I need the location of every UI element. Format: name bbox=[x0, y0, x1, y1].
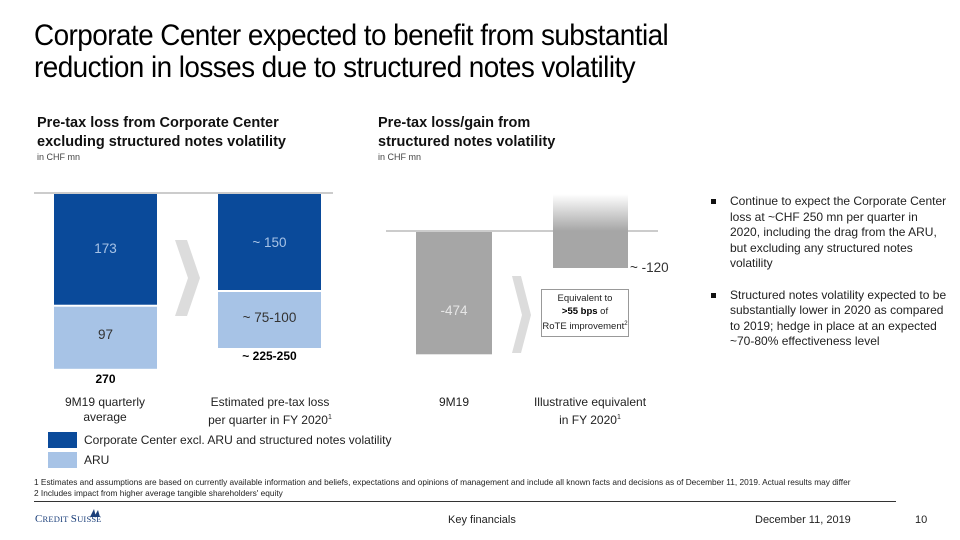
bar-label-9m19: -474 bbox=[440, 303, 468, 318]
right-chart-header: Pre-tax loss/gain from structured notes … bbox=[378, 114, 555, 162]
category-label-line: per quarter in FY 2020 bbox=[208, 413, 328, 427]
bar-label-cc-2020: ~ 150 bbox=[252, 235, 287, 250]
square-bullet-icon bbox=[711, 199, 716, 204]
left-chart-title-line-1: Pre-tax loss from Corporate Center bbox=[37, 115, 279, 131]
bar-label-cc-9m19: 173 bbox=[94, 241, 117, 256]
bullet-text: Continue to expect the Corporate Center … bbox=[730, 194, 947, 270]
bar-segment-cc bbox=[54, 194, 157, 305]
total-label-2020: ~ 225-250 bbox=[242, 349, 297, 363]
right-chart-unit: in CHF mn bbox=[378, 152, 422, 162]
category-label-fy2020: Estimated pre-tax loss per quarter in FY… bbox=[180, 395, 360, 428]
bar-illustrative bbox=[553, 194, 628, 268]
category-label-line: Estimated pre-tax loss bbox=[210, 395, 330, 409]
total-label-9m19: 270 bbox=[95, 372, 116, 386]
square-bullet-icon bbox=[711, 292, 716, 298]
bullet-item: Continue to expect the Corporate Center … bbox=[710, 194, 950, 272]
bar-label-aru-2020: ~ 75-100 bbox=[242, 310, 297, 325]
bullet-item: Structured notes volatility expected to … bbox=[710, 288, 950, 350]
annotation-line: Equivalent to bbox=[557, 293, 613, 304]
footnote-ref: 2 bbox=[624, 321, 628, 327]
left-chart-bars bbox=[54, 194, 321, 369]
bar-segment-aru bbox=[54, 306, 157, 369]
category-label-line: Illustrative equivalent bbox=[533, 395, 647, 409]
footnote-ref: 1 bbox=[327, 414, 332, 421]
legend-label-cc: Corporate Center excl. ARU and structure… bbox=[84, 433, 392, 447]
footer-date: December 11, 2019 bbox=[755, 514, 851, 526]
rote-annotation-box: Equivalent to >55 bps of RoTE improvemen… bbox=[541, 289, 629, 337]
logo-text: C bbox=[35, 513, 43, 525]
footnote-2: 2 Includes impact from higher average ta… bbox=[34, 488, 283, 498]
left-chart-header: Pre-tax loss from Corporate Center exclu… bbox=[37, 114, 286, 162]
commentary-bullets: Continue to expect the Corporate Center … bbox=[710, 194, 950, 366]
bullet-text: Structured notes volatility expected to … bbox=[730, 287, 947, 349]
footnote-1: 1 Estimates and assumptions are based on… bbox=[34, 477, 851, 487]
right-chart-title-line-1: Pre-tax loss/gain from bbox=[378, 115, 531, 131]
logo-text: UISSE bbox=[77, 514, 102, 524]
category-label-9m19: 9M19 bbox=[404, 395, 504, 410]
bar-segment-aru bbox=[218, 292, 321, 348]
right-chart-bars bbox=[416, 194, 628, 355]
sail-icon bbox=[90, 509, 100, 517]
bar-9m19 bbox=[416, 232, 492, 355]
title-line-1: Corporate Center expected to benefit fro… bbox=[34, 19, 669, 52]
footer-section: Key financials bbox=[448, 514, 516, 526]
bar-segment-cc bbox=[218, 194, 321, 290]
title-line-2: reduction in losses due to structured no… bbox=[34, 51, 636, 84]
credit-suisse-logo: CREDIT SUISSE bbox=[35, 509, 102, 525]
chevron-right-icon bbox=[512, 276, 531, 353]
logo-text: S bbox=[70, 513, 78, 525]
legend-label-aru: ARU bbox=[84, 453, 110, 467]
annotation-bold: >55 bps bbox=[561, 306, 598, 317]
left-chart-unit: in CHF mn bbox=[37, 152, 81, 162]
right-chart-title-line-2: structured notes volatility bbox=[378, 134, 556, 150]
left-chart-title-line-2: excluding structured notes volatility bbox=[37, 134, 286, 150]
logo-text: REDIT bbox=[42, 514, 71, 524]
footer-divider bbox=[34, 501, 896, 502]
category-label-9m19-avg: 9M19 quarterly average bbox=[40, 395, 170, 425]
annotation-line: of bbox=[597, 306, 609, 317]
legend-swatch-cc bbox=[48, 432, 77, 448]
annotation-line: RoTE improvement bbox=[542, 321, 625, 333]
page-title: Corporate Center expected to benefit fro… bbox=[34, 20, 871, 84]
legend-swatch-aru bbox=[48, 452, 77, 468]
page-number: 10 bbox=[915, 514, 928, 526]
category-label-illustrative: Illustrative equivalent in FY 20201 bbox=[520, 395, 660, 428]
footnote-ref: 1 bbox=[616, 414, 621, 421]
category-label-line: 9M19 quarterly bbox=[64, 395, 146, 409]
chevron-right-icon bbox=[175, 240, 200, 316]
bar-label-aru-9m19: 97 bbox=[97, 327, 114, 342]
bar-label-illustrative: ~ -120 bbox=[630, 260, 669, 275]
category-label-line: in FY 2020 bbox=[559, 413, 617, 427]
category-label-line: 9M19 bbox=[438, 395, 470, 409]
category-label-line: average bbox=[83, 410, 127, 424]
